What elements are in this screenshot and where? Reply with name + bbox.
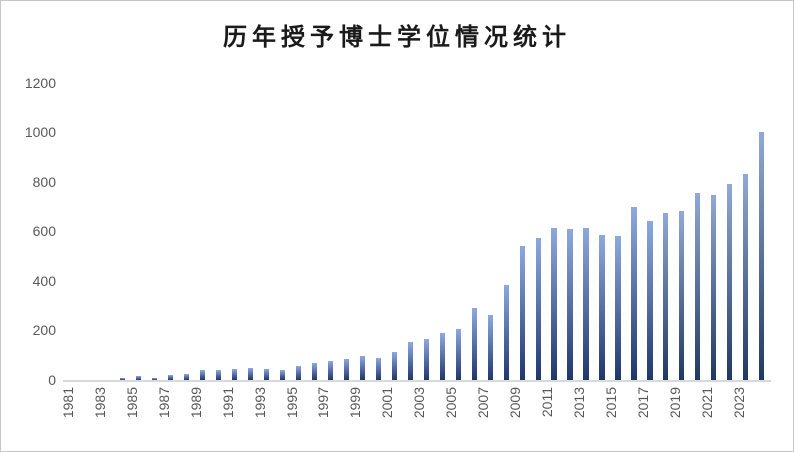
bar-1997 bbox=[327, 361, 334, 380]
bar-1998 bbox=[343, 359, 350, 380]
y-tick-label: 200 bbox=[32, 322, 56, 339]
bar-1987 bbox=[168, 375, 174, 380]
y-tick-label: 400 bbox=[32, 272, 56, 289]
x-tick-label: 2017 bbox=[634, 387, 651, 419]
chart-title: 历年授予博士学位情况统计 bbox=[223, 22, 571, 51]
y-tick-label: 1000 bbox=[24, 124, 56, 141]
x-tick-label: 2001 bbox=[379, 387, 396, 419]
bar-2000 bbox=[375, 357, 381, 380]
bar-1991 bbox=[232, 368, 238, 380]
x-tick-label: 2015 bbox=[602, 387, 619, 419]
bar-2023 bbox=[743, 174, 749, 380]
x-tick-label: 2009 bbox=[507, 387, 524, 419]
x-tick-label: 1999 bbox=[347, 387, 364, 419]
bar-2019 bbox=[679, 211, 685, 380]
bar-1999 bbox=[359, 356, 365, 380]
bar-2010 bbox=[535, 237, 541, 380]
y-tick-label: 1200 bbox=[24, 74, 56, 91]
bar-1992 bbox=[248, 367, 254, 380]
bar-1986 bbox=[152, 378, 158, 380]
bar-2004 bbox=[439, 332, 445, 380]
bar-1984 bbox=[120, 378, 126, 380]
bar-2003 bbox=[423, 339, 429, 380]
x-tick-label: 1981 bbox=[59, 387, 76, 419]
bar-2020 bbox=[695, 192, 701, 380]
bar-2008 bbox=[503, 284, 509, 380]
y-tick-label: 0 bbox=[48, 372, 56, 388]
bar-1988 bbox=[184, 373, 190, 380]
bar-2001 bbox=[391, 351, 397, 380]
bar-2007 bbox=[487, 314, 493, 380]
x-tick-label: 1995 bbox=[283, 387, 300, 419]
bar-1985 bbox=[136, 376, 142, 380]
bar-1995 bbox=[295, 365, 302, 380]
x-tick-label: 2023 bbox=[730, 387, 747, 419]
y-tick-label: 800 bbox=[32, 173, 56, 190]
x-tick-label: 2021 bbox=[698, 387, 715, 419]
x-tick-label: 2003 bbox=[411, 387, 428, 419]
x-tick-label: 1993 bbox=[251, 387, 268, 419]
x-tick-label: 1991 bbox=[219, 387, 236, 419]
bar-2018 bbox=[663, 212, 669, 380]
x-axis-line bbox=[63, 379, 771, 382]
x-tick-label: 1987 bbox=[155, 387, 172, 419]
bar-2006 bbox=[471, 308, 477, 380]
bar-2016 bbox=[631, 206, 637, 380]
bar-2014 bbox=[599, 235, 605, 380]
bar-2012 bbox=[567, 228, 573, 380]
bar-2022 bbox=[727, 184, 733, 380]
bar-2011 bbox=[551, 228, 557, 380]
x-tick-label: 2011 bbox=[539, 387, 556, 418]
bar-2005 bbox=[455, 329, 461, 380]
bar-2021 bbox=[711, 195, 717, 380]
y-tick-label: 600 bbox=[32, 223, 56, 240]
bar-1993 bbox=[263, 368, 270, 380]
bar-2017 bbox=[647, 221, 653, 380]
bar-2024 bbox=[759, 132, 765, 380]
x-tick-label: 1997 bbox=[315, 387, 332, 419]
x-tick-label: 1983 bbox=[91, 387, 108, 419]
bar-1990 bbox=[216, 370, 222, 380]
bar-2002 bbox=[407, 341, 413, 380]
bar-2015 bbox=[615, 236, 621, 380]
bar-2009 bbox=[519, 246, 525, 380]
bar-2013 bbox=[583, 227, 589, 380]
x-tick-label: 2019 bbox=[666, 387, 683, 419]
bar-1989 bbox=[200, 370, 206, 380]
x-tick-label: 2005 bbox=[443, 387, 460, 419]
x-tick-label: 2007 bbox=[475, 387, 492, 419]
x-tick-label: 1989 bbox=[187, 387, 204, 419]
x-tick-label: 1985 bbox=[123, 387, 140, 419]
x-tick-label: 2013 bbox=[571, 387, 588, 419]
bar-1996 bbox=[311, 363, 318, 380]
bar-1994 bbox=[279, 370, 286, 380]
